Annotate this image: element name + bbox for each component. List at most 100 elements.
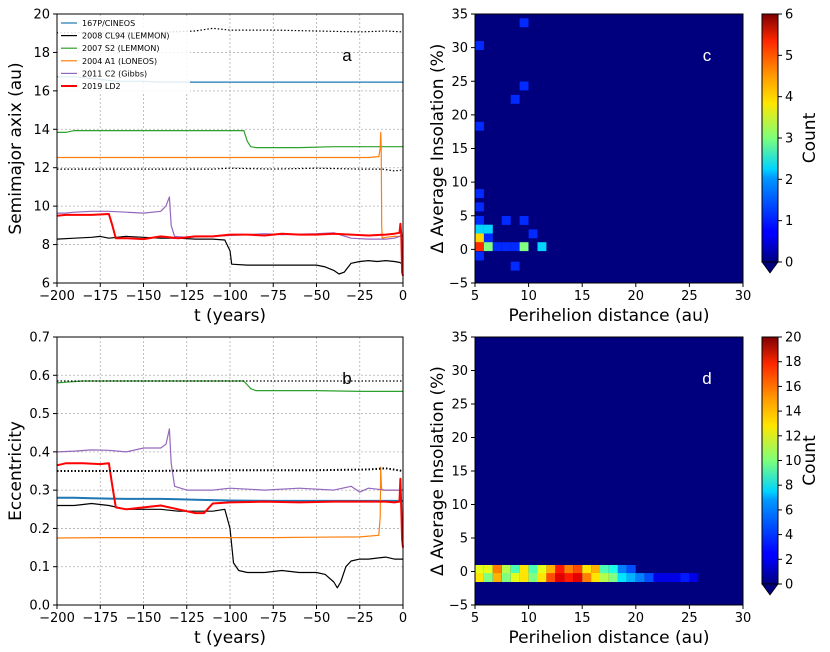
heatmap-cell	[519, 18, 529, 28]
heatmap-cell	[501, 573, 511, 582]
y-tick-label: 25	[451, 398, 468, 413]
heatmap-cell	[626, 573, 636, 582]
y-tick-label: 5	[460, 209, 468, 224]
heatmap-cell	[635, 573, 645, 582]
legend-entry: 2011 C2 (Gibbs)	[82, 69, 147, 78]
y-tick-label: 10	[451, 498, 468, 513]
series-line-2019-ld2	[56, 213, 404, 277]
heatmap-cell	[475, 565, 484, 574]
legend-entry: 2007 S2 (LEMMON)	[82, 44, 159, 53]
heatmap-cell	[510, 261, 520, 271]
heatmap-cell	[582, 573, 592, 582]
heatmap-cell	[483, 242, 493, 252]
heatmap-cell	[501, 242, 511, 252]
x-tick-label: −75	[260, 611, 287, 626]
heatmap-cell	[483, 224, 493, 234]
colorbar: 0 1 2 3 4 5 6 Count	[761, 8, 820, 274]
x-tick-label: −175	[82, 611, 118, 626]
heatmap-cell	[537, 565, 547, 574]
y-tick-label: 30	[451, 364, 468, 379]
panel-b: −200 −175 −150 −125 −100 −75 −50 −25 0 0.0 0.1 0.2 0…	[6, 331, 407, 649]
series-line-167p-cineos	[57, 496, 403, 502]
heatmap-cell	[519, 573, 529, 582]
x-tick-label: 10	[520, 289, 537, 304]
x-axis-label: Perihelion distance (au)	[509, 306, 710, 326]
y-tick-label: 6	[42, 277, 50, 292]
heatmap-cell	[617, 565, 627, 574]
series-line-dotted-reference	[57, 27, 404, 34]
heatmap-cell	[483, 565, 493, 574]
series-line-2007-s2-lemmon	[57, 130, 403, 149]
legend-background	[58, 16, 190, 94]
x-tick-label: −125	[169, 611, 205, 626]
y-tick-label: 0.4	[29, 445, 50, 460]
heatmap-cell	[475, 41, 484, 50]
heatmap-cell	[644, 573, 654, 582]
y-tick-label: 0.2	[29, 522, 50, 537]
x-tick-label: −100	[212, 611, 248, 626]
panel-label: b	[342, 369, 351, 388]
heatmap-cell	[519, 81, 529, 91]
x-axis-label: t (years)	[194, 306, 266, 326]
x-tick-label: −200	[39, 611, 75, 626]
heatmap-cell	[528, 573, 538, 582]
colorbar-tick-label: 4	[785, 90, 793, 105]
y-tick-label: 20	[33, 8, 50, 23]
heatmap-cell	[591, 565, 600, 574]
heatmap-cell	[501, 216, 511, 225]
colorbar-label: Count	[800, 435, 820, 486]
x-axis-label: Perihelion distance (au)	[509, 628, 710, 648]
heatmap-cell	[519, 216, 529, 225]
colorbar-gradient	[762, 14, 778, 262]
x-tick-label: −25	[346, 289, 373, 304]
y-tick-label: 0.3	[29, 484, 50, 499]
legend-entry: 2004 A1 (LONEOS)	[82, 57, 157, 66]
colorbar-tick-label: 10	[785, 454, 802, 469]
x-axis-label: t (years)	[194, 628, 266, 648]
series-line-2004-a1-loneos	[57, 131, 403, 239]
y-axis-label: Δ Average Insolation (%)	[428, 44, 448, 254]
heatmap-cell	[492, 242, 502, 252]
y-tick-label: 10	[33, 200, 50, 215]
colorbar-tick-label: 6	[785, 503, 793, 518]
y-tick-label: −5	[449, 277, 468, 292]
x-tick-label: 5	[471, 289, 479, 304]
x-tick-label: −50	[303, 289, 330, 304]
heatmap-cell	[475, 573, 484, 582]
heatmap-cell	[609, 573, 618, 582]
colorbar-tick-label: 2	[785, 553, 793, 568]
heatmap-cell	[573, 565, 583, 574]
y-tick-label: 20	[451, 108, 468, 123]
heatmap-cell	[680, 573, 690, 582]
heatmap-cell	[671, 573, 681, 582]
colorbar-tick-label: 0	[785, 256, 793, 271]
x-tick-label: 0	[399, 289, 407, 304]
heatmap-cell	[662, 573, 672, 582]
y-tick-label: 30	[451, 41, 468, 56]
y-tick-label: 14	[33, 123, 50, 138]
y-tick-label: 35	[451, 8, 468, 23]
series-line-dotted-reference	[57, 467, 404, 472]
y-tick-label: −5	[449, 599, 468, 614]
colorbar-tick-label: 18	[785, 355, 802, 370]
x-tick-label: 25	[681, 611, 698, 626]
heatmap-cell	[510, 565, 520, 574]
heatmap-cell	[609, 565, 618, 574]
panel-label: d	[702, 369, 711, 388]
heatmap-cell	[546, 573, 556, 582]
y-tick-label: 0.6	[29, 369, 50, 384]
heatmap-cell	[626, 565, 636, 574]
heatmap-cell	[475, 251, 484, 261]
x-tick-label: −125	[169, 289, 205, 304]
heatmap-cell	[582, 565, 592, 574]
y-tick-label: 25	[451, 75, 468, 90]
y-tick-label: 15	[451, 465, 468, 480]
colorbar-tick-label: 4	[785, 528, 793, 543]
heatmap-cell	[564, 565, 574, 574]
heatmap-cell	[510, 242, 520, 252]
x-tick-label: −150	[126, 611, 162, 626]
colorbar-tick-label: 6	[785, 8, 793, 23]
